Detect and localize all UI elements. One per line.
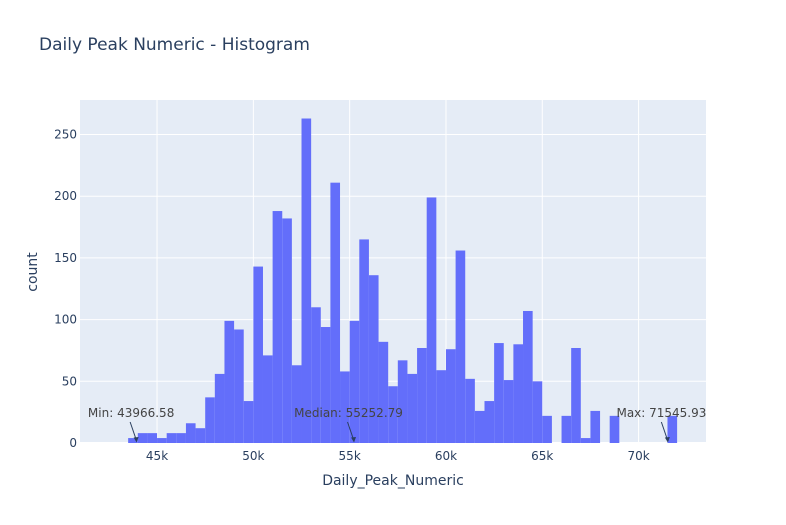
x-tick-label: 55k — [339, 449, 361, 463]
histogram-bar — [214, 373, 225, 443]
annotation-label: Min: 43966.58 — [88, 406, 174, 420]
x-axis-label: Daily_Peak_Numeric — [322, 473, 464, 489]
histogram-bar — [368, 275, 379, 443]
chart-title: Daily Peak Numeric - Histogram — [39, 35, 310, 55]
histogram-bar — [388, 386, 398, 443]
y-tick-label: 200 — [54, 189, 77, 203]
histogram-bar — [609, 415, 620, 443]
bars — [128, 118, 678, 443]
gridlines — [80, 100, 706, 444]
histogram-bar — [426, 197, 437, 443]
y-axis-ticks: 0 50 100 150 200 250 — [54, 128, 77, 450]
histogram-bar — [359, 239, 369, 443]
y-tick-label: 250 — [54, 128, 77, 142]
annotation-arrowhead — [351, 437, 357, 443]
histogram-bar — [542, 415, 552, 443]
histogram-bar — [128, 438, 138, 443]
histogram-bar — [243, 401, 254, 443]
histogram-bar — [407, 373, 418, 443]
annotation-label: Median: 55252.79 — [294, 406, 403, 420]
histogram-bar — [195, 428, 206, 443]
y-tick-label: 150 — [54, 251, 77, 265]
histogram-bar — [349, 320, 360, 443]
annotation-arrowhead — [133, 437, 139, 443]
x-tick-label: 60k — [435, 449, 457, 463]
x-tick-label: 45k — [146, 449, 168, 463]
histogram-bar — [282, 218, 292, 443]
histogram-bar — [147, 433, 158, 443]
x-axis-ticks: 45k 50k 55k 60k 65k 70k — [146, 449, 650, 463]
histogram-bar — [417, 347, 427, 443]
histogram-bar — [330, 182, 341, 443]
histogram-bar — [291, 365, 302, 443]
histogram-bar — [532, 381, 543, 443]
histogram-bar — [205, 397, 215, 443]
x-tick-label: 65k — [531, 449, 553, 463]
histogram-bar — [503, 380, 514, 443]
histogram-bar — [436, 370, 446, 443]
histogram-bar — [137, 433, 148, 443]
histogram-bar — [397, 360, 408, 443]
y-tick-label: 100 — [54, 313, 77, 327]
histogram-bar — [157, 438, 167, 443]
histogram-bar — [166, 433, 177, 443]
histogram-bar — [484, 401, 495, 443]
histogram-bar — [224, 320, 235, 443]
histogram-bar — [340, 371, 350, 443]
histogram-bar — [272, 211, 283, 443]
histogram-bar — [445, 349, 456, 443]
histogram-bar — [455, 250, 466, 443]
histogram-bar — [262, 355, 273, 443]
histogram-bar — [320, 327, 331, 443]
annotation-arrowhead — [664, 437, 670, 443]
y-tick-label: 50 — [62, 374, 77, 388]
histogram-bar — [523, 310, 533, 443]
histogram-bar — [185, 423, 196, 443]
histogram-bar — [580, 438, 591, 443]
histogram-bar — [513, 344, 524, 443]
histogram-bar — [176, 433, 186, 443]
histogram-bar — [561, 415, 572, 443]
y-axis-label: count — [25, 252, 41, 292]
histogram-bar — [234, 329, 244, 443]
histogram-bar — [311, 307, 321, 443]
annotations: Min: 43966.58 Median: 55252.79 Max: 71545.… — [88, 406, 706, 443]
histogram-bar — [590, 410, 601, 443]
histogram-bar — [667, 415, 678, 443]
histogram-bar — [253, 266, 263, 443]
x-tick-label: 70k — [627, 449, 649, 463]
y-tick-label: 0 — [69, 436, 77, 450]
histogram-bar — [571, 347, 581, 443]
histogram-bar — [301, 118, 312, 443]
histogram-bar — [474, 410, 485, 443]
histogram-bar — [494, 343, 504, 443]
histogram-bar — [378, 341, 389, 443]
annotation-label: Max: 71545.93 — [616, 406, 706, 420]
plot-area — [80, 100, 706, 443]
x-tick-label: 50k — [242, 449, 264, 463]
histogram-bar — [465, 378, 475, 443]
